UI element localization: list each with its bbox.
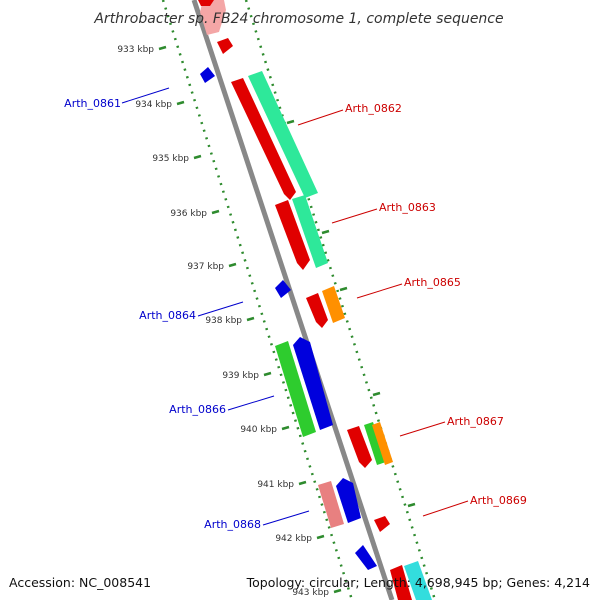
accession-text: Accession: NC_008541: [9, 575, 151, 590]
scale-tick: [264, 373, 271, 375]
scale-tick-label: 934 kbp: [135, 100, 172, 110]
gene-label[interactable]: Arth_0866: [169, 403, 226, 416]
map-title: Arthrobacter sp. FB24 chromosome 1, comp…: [93, 11, 503, 27]
scale-tick: [247, 318, 254, 320]
chromosome-backbone: [194, 0, 392, 600]
gene-label[interactable]: Arth_0862: [345, 102, 402, 115]
gene-label[interactable]: Arth_0865: [404, 276, 461, 289]
scale-tick: [334, 590, 341, 592]
scale-tick-label: 939 kbp: [222, 371, 259, 381]
inner-ruler-line: [246, 0, 435, 600]
scale-tick: [212, 211, 219, 213]
gene-red-small[interactable]: [217, 38, 233, 54]
scale-tick: [317, 536, 324, 538]
gene-label[interactable]: Arth_0864: [139, 309, 196, 322]
scale-tick-label: 935 kbp: [152, 154, 189, 164]
gene-label[interactable]: Arth_0863: [379, 201, 436, 214]
scale-tick-label: 936 kbp: [170, 209, 207, 219]
gene-arth-0861[interactable]: [200, 67, 215, 83]
gene-arth-0869[interactable]: [374, 516, 390, 532]
genome-map: 933 kbp 934 kbp 935 kbp 936 kbp 937 kbp 938 k…: [0, 0, 600, 600]
scale-tick: [159, 47, 166, 49]
scale-tick-label: 933 kbp: [117, 45, 154, 55]
gene-label[interactable]: Arth_0869: [470, 494, 527, 507]
gene-features: [198, 0, 432, 600]
scale-tick-label: 942 kbp: [275, 534, 312, 544]
scale-tick-label: 941 kbp: [257, 480, 294, 490]
gene-label[interactable]: Arth_0867: [447, 415, 504, 428]
scale-tick: [177, 102, 184, 104]
scale-tick: [194, 156, 201, 158]
scale-tick: [282, 427, 289, 429]
gene-label[interactable]: Arth_0861: [64, 97, 121, 110]
scale-tick: [229, 264, 236, 266]
scale-tick-label: 938 kbp: [205, 316, 242, 326]
gene-label[interactable]: Arth_0868: [204, 518, 261, 531]
scale-tick: [299, 482, 306, 484]
scale-tick-label: 940 kbp: [240, 425, 277, 435]
topology-text: Topology: circular; Length: 4,698,945 bp…: [247, 575, 590, 590]
scale-tick-label: 937 kbp: [187, 262, 224, 272]
